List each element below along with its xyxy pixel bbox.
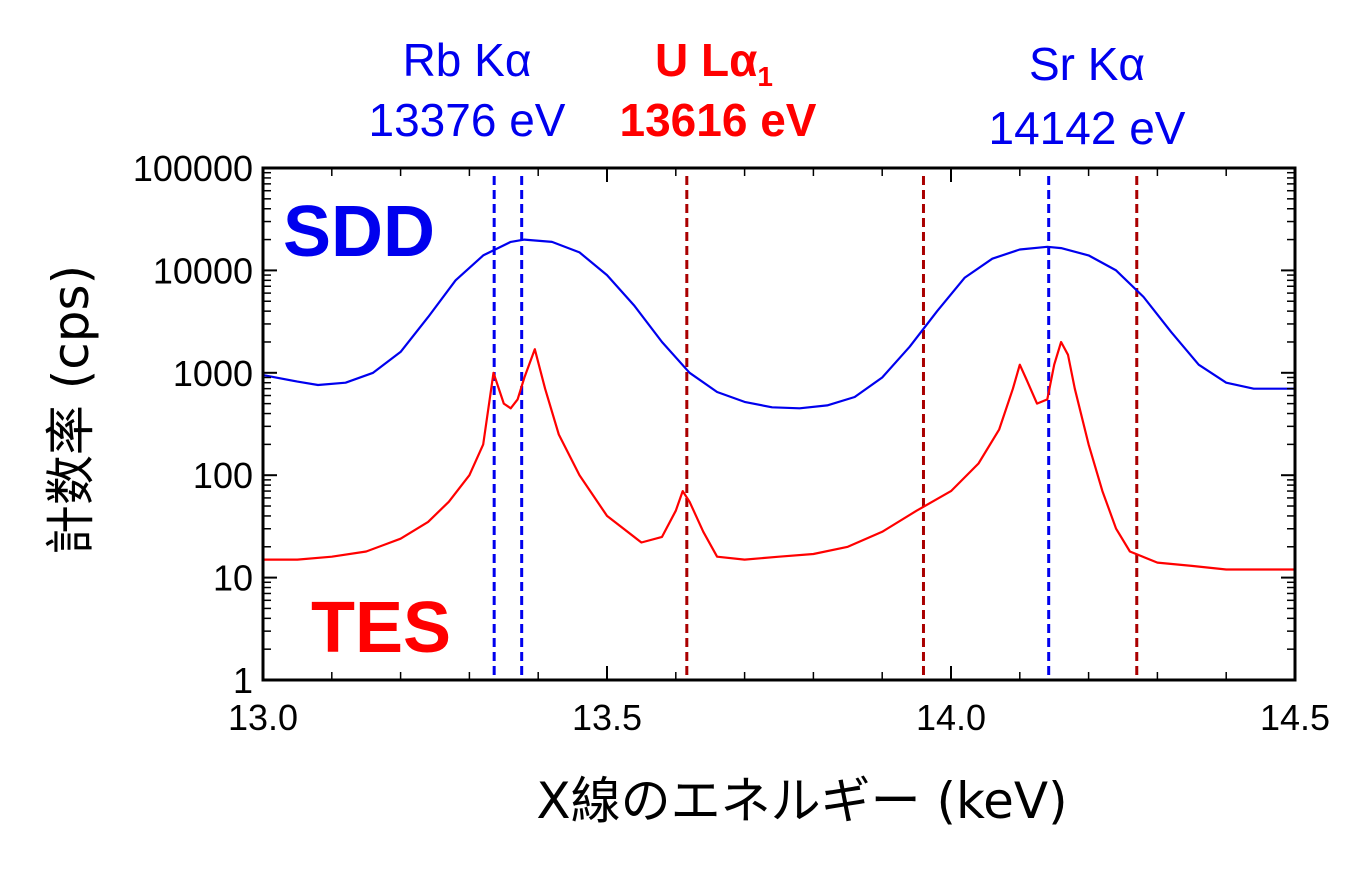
x-tick-label: 14.0 <box>916 697 986 738</box>
reference-lines <box>492 176 1139 680</box>
plot-frame <box>261 166 1297 682</box>
u-label-main: U Lα <box>655 34 757 86</box>
y-tick-label: 10000 <box>153 250 253 291</box>
y-tick-label: 1000 <box>173 353 253 394</box>
y-tick-label: 1 <box>233 660 253 701</box>
y-tick-label: 100000 <box>133 148 253 189</box>
y-tick-label: 10 <box>213 558 253 599</box>
sr-label: Sr Kα <box>1029 38 1145 90</box>
tes-legend-label: TES <box>311 588 451 668</box>
y-tick-label: 100 <box>193 455 253 496</box>
x-tick-label: 13.0 <box>228 697 298 738</box>
u-label: U Lα1 <box>655 34 773 92</box>
x-axis-title: X線のエネルギー (keV) <box>536 772 1067 830</box>
x-tick-label: 14.5 <box>1260 697 1330 738</box>
series-line-sdd <box>262 238 1295 410</box>
y-axis-title: 計数率 (cps) <box>42 265 100 555</box>
rb-label: Rb Kα <box>403 34 532 86</box>
rb-energy: 13376 eV <box>369 94 566 146</box>
sr-energy: 14142 eV <box>989 102 1186 154</box>
u-label-sub: 1 <box>757 61 773 92</box>
u-energy: 13616 eV <box>620 94 817 146</box>
x-tick-label: 13.5 <box>572 697 642 738</box>
series-layer <box>262 238 1295 571</box>
sdd-legend-label: SDD <box>283 192 435 272</box>
series-line-tes <box>263 340 1295 571</box>
